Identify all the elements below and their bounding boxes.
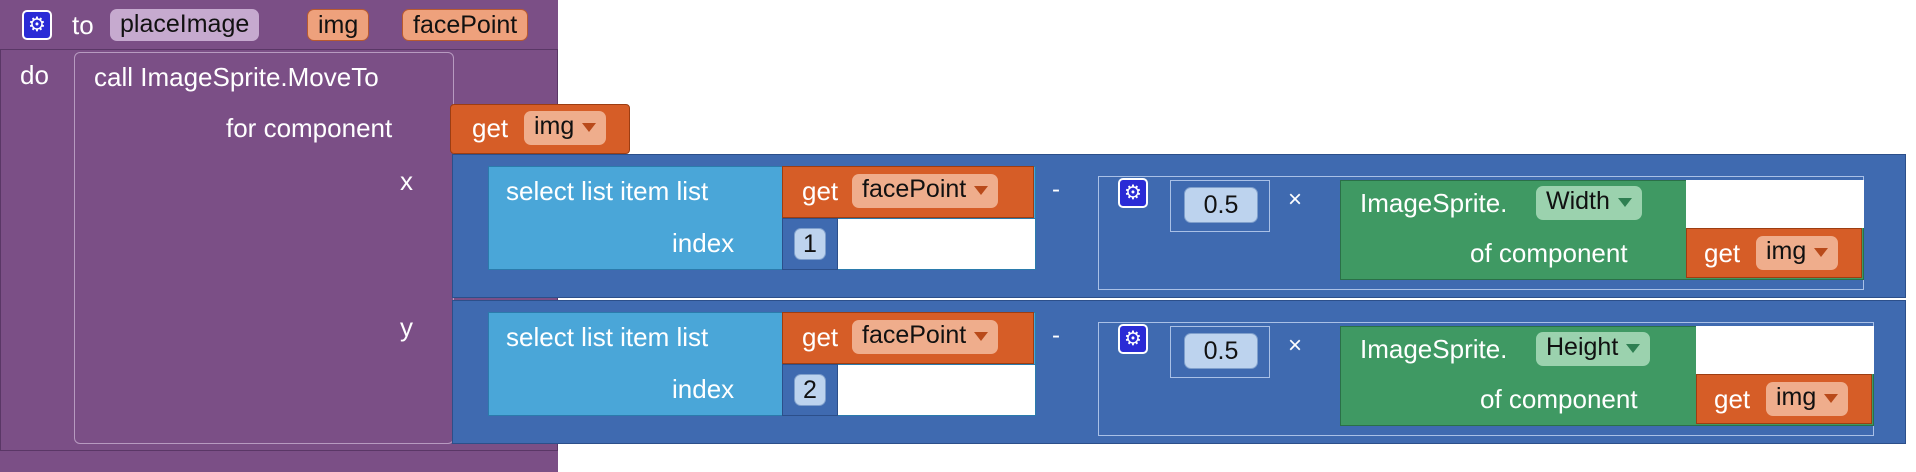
- x-factor-value[interactable]: 0.5: [1184, 187, 1258, 223]
- call-moveto-block[interactable]: [74, 52, 454, 444]
- get-var: img: [534, 112, 575, 140]
- x-sprite-label: ImageSprite.: [1360, 188, 1508, 218]
- chevron-down-icon: [1617, 197, 1632, 207]
- get-img-dropdown[interactable]: img: [524, 111, 607, 145]
- procedure-footer: [0, 450, 558, 472]
- chevron-down-icon: [582, 122, 597, 132]
- y-list-index-slot-bg: [836, 364, 1036, 416]
- x-times-operator: ×: [1288, 186, 1303, 213]
- chevron-down-icon: [1626, 343, 1641, 353]
- y-factor-value[interactable]: 0.5: [1184, 333, 1258, 369]
- x-index-value[interactable]: 1: [794, 228, 826, 260]
- chevron-down-icon: [1814, 247, 1829, 257]
- x-property: Width: [1546, 187, 1610, 215]
- gear-icon[interactable]: ⚙: [22, 10, 52, 40]
- chevron-down-icon: [1824, 393, 1839, 403]
- x-property-dropdown[interactable]: Width: [1536, 186, 1642, 220]
- y-property: Height: [1546, 333, 1619, 361]
- y-times-operator: ×: [1288, 332, 1303, 359]
- x-list-index-slot-bg: [836, 218, 1036, 270]
- param-facepoint[interactable]: facePoint: [402, 9, 529, 41]
- y-list-label: select list item list: [506, 322, 709, 352]
- x-comp-img-dropdown[interactable]: img: [1756, 236, 1839, 270]
- y-list-var: facePoint: [862, 321, 967, 349]
- x-comp-get-keyword: get: [1704, 238, 1741, 268]
- call-label: call ImageSprite.MoveTo: [94, 62, 379, 92]
- x-list-label: select list item list: [506, 176, 709, 206]
- procedure-to-label: to: [72, 10, 94, 40]
- y-index-value[interactable]: 2: [794, 374, 826, 406]
- y-get-facepoint-dropdown[interactable]: facePoint: [852, 320, 999, 354]
- procedure-do-label: do: [20, 60, 49, 90]
- x-label: x: [400, 166, 413, 196]
- x-comp-var: img: [1766, 237, 1807, 265]
- chevron-down-icon: [974, 331, 989, 341]
- x-get-facepoint-dropdown[interactable]: facePoint: [852, 174, 999, 208]
- x-minus-operator: -: [1052, 176, 1060, 203]
- gear-icon[interactable]: ⚙: [1118, 324, 1148, 354]
- x-sprite-cutout: [1686, 180, 1864, 228]
- y-label: y: [400, 312, 413, 342]
- y-comp-var: img: [1776, 383, 1817, 411]
- y-of-component-label: of component: [1480, 384, 1638, 414]
- procedure-name-field[interactable]: placeImage: [110, 9, 260, 41]
- y-property-dropdown[interactable]: Height: [1536, 332, 1651, 366]
- y-minus-operator: -: [1052, 322, 1060, 349]
- y-index-label: index: [672, 374, 735, 404]
- y-comp-get-keyword: get: [1714, 384, 1751, 414]
- for-component-label: for component: [226, 113, 393, 143]
- y-sprite-label: ImageSprite.: [1360, 334, 1508, 364]
- procedure-footer-gap: [558, 440, 1916, 472]
- get-keyword: get: [472, 113, 509, 143]
- x-list-var: facePoint: [862, 175, 967, 203]
- y-get-keyword: get: [802, 322, 839, 352]
- x-get-keyword: get: [802, 176, 839, 206]
- x-index-label: index: [672, 228, 735, 258]
- gear-icon[interactable]: ⚙: [1118, 178, 1148, 208]
- chevron-down-icon: [974, 185, 989, 195]
- x-of-component-label: of component: [1470, 238, 1628, 268]
- param-img[interactable]: img: [307, 9, 370, 41]
- y-sprite-cutout: [1696, 326, 1874, 374]
- y-comp-img-dropdown[interactable]: img: [1766, 382, 1849, 416]
